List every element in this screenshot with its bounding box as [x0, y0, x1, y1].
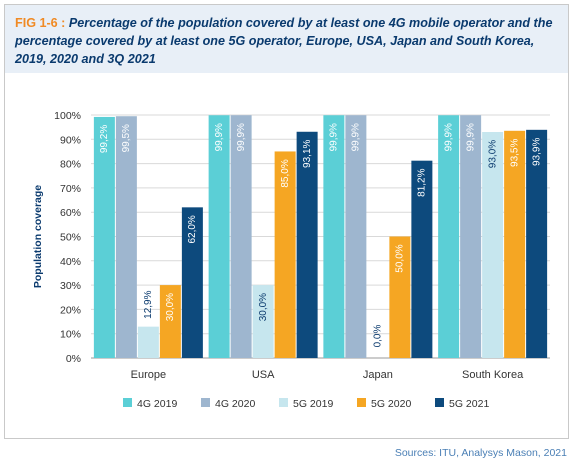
figure-title: FIG 1-6 : Percentage of the population c…	[15, 14, 560, 68]
figure-title-text: Percentage of the population covered by …	[15, 16, 553, 66]
bar	[504, 130, 526, 358]
bar-value-label: 85,0%	[280, 159, 291, 187]
bar	[274, 151, 296, 358]
y-tick-label: 90%	[60, 134, 81, 146]
bar	[159, 285, 181, 358]
bar-value-label: 30,0%	[258, 293, 269, 321]
bar-value-label: 93,0%	[487, 140, 498, 168]
y-tick-label: 50%	[60, 232, 81, 244]
bar	[482, 132, 504, 358]
source-note: Sources: ITU, Analysys Mason, 2021	[394, 447, 567, 459]
bar-value-label: 99,9%	[214, 123, 225, 151]
bar-value-label: 50,0%	[395, 244, 406, 272]
bar-value-label: 93,1%	[302, 139, 313, 167]
bar-value-label: 93,9%	[531, 138, 542, 166]
bar	[115, 116, 137, 358]
bar	[93, 116, 115, 358]
x-category-label: Europe	[131, 369, 166, 381]
y-axis-label: Population coverage	[32, 185, 44, 288]
bar	[181, 207, 203, 358]
bar-value-label: 99,9%	[465, 123, 476, 151]
y-tick-label: 20%	[60, 304, 81, 316]
bar	[208, 115, 230, 358]
y-tick-label: 10%	[60, 329, 81, 341]
y-tick-label: 30%	[60, 280, 81, 292]
bar-value-label: 30,0%	[165, 293, 176, 321]
legend-swatch	[435, 398, 444, 407]
bar	[323, 115, 345, 358]
title-bar: FIG 1-6 : Percentage of the population c…	[5, 5, 568, 73]
y-tick-label: 0%	[66, 353, 81, 365]
y-tick-label: 60%	[60, 207, 81, 219]
y-tick-label: 40%	[60, 256, 81, 268]
bar	[526, 129, 548, 358]
bar	[230, 115, 252, 358]
bar	[389, 236, 411, 358]
bar-value-label: 62,0%	[187, 215, 198, 243]
legend-label: 4G 2020	[215, 398, 255, 410]
legend-swatch	[201, 398, 210, 407]
figure-frame: FIG 1-6 : Percentage of the population c…	[4, 4, 569, 439]
bar-value-label: 99,5%	[121, 124, 132, 152]
legend-label: 5G 2021	[449, 398, 489, 410]
bar	[411, 160, 433, 358]
bar-value-label: 81,2%	[417, 168, 428, 196]
legend-swatch	[279, 398, 288, 407]
legend-label: 5G 2019	[293, 398, 333, 410]
bar	[252, 285, 274, 358]
bar-value-label: 99,9%	[329, 123, 340, 151]
y-tick-label: 80%	[60, 159, 81, 171]
x-category-label: South Korea	[462, 369, 524, 381]
y-tick-label: 100%	[54, 110, 81, 122]
legend-swatch	[357, 398, 366, 407]
legend-swatch	[123, 398, 132, 407]
bar	[137, 326, 159, 358]
bar	[296, 131, 318, 358]
bar	[460, 115, 482, 358]
x-category-label: USA	[252, 369, 275, 381]
bar-value-label: 12,9%	[143, 290, 154, 318]
legend-label: 4G 2019	[137, 398, 177, 410]
bar-value-label: 93,5%	[509, 139, 520, 167]
x-category-label: Japan	[363, 369, 393, 381]
bar-value-label: 99,9%	[443, 123, 454, 151]
bar-chart: 0% 10% 20% 30% 40% 50% 60% 70% 80% 90% 100% Populat…	[32, 110, 550, 410]
bar	[438, 115, 460, 358]
legend-label: 5G 2020	[371, 398, 411, 410]
bar-value-label: 99,9%	[351, 123, 362, 151]
bar	[345, 115, 367, 358]
y-tick-label: 70%	[60, 183, 81, 195]
bar-value-label: 99,2%	[99, 125, 110, 153]
bar-value-label: 0,0%	[373, 324, 384, 347]
figure-label: FIG 1-6 :	[15, 16, 69, 30]
bar-value-label: 99,9%	[236, 123, 247, 151]
